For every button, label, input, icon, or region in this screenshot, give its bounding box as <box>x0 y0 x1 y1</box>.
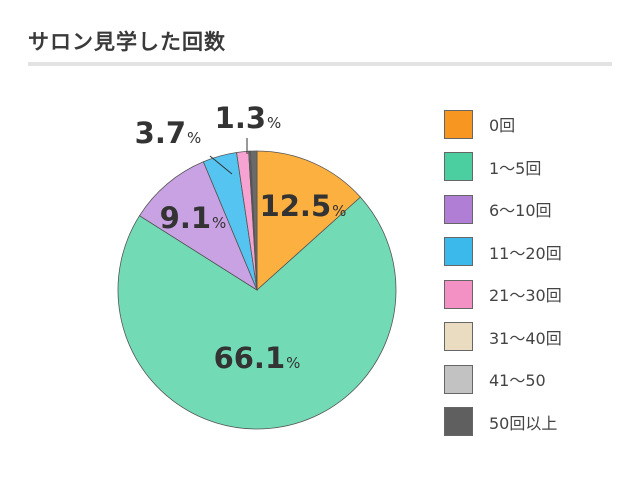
legend-swatch <box>444 194 473 224</box>
legend-label: 41〜50 <box>489 371 546 391</box>
pie-slice <box>256 150 361 291</box>
slice-data-label: 12.5% <box>260 189 347 223</box>
legend-item: 21〜30回 <box>444 273 562 316</box>
legend-item: 11〜20回 <box>444 231 562 274</box>
legend-item: 6〜10回 <box>444 188 562 231</box>
legend-swatch <box>444 237 473 267</box>
chart-legend: 0回 1〜5回 6〜10回 11〜20回 21〜30回 31〜40回 41〜50 50回以上 <box>444 103 562 443</box>
legend-item: 41〜50 <box>444 358 562 401</box>
legend-item: 0回 <box>444 103 562 146</box>
legend-swatch <box>444 279 473 309</box>
slice-data-label: 9.1% <box>160 201 227 235</box>
slice-data-label: 1.3% <box>215 101 282 135</box>
legend-item: 31〜40回 <box>444 316 562 359</box>
legend-label: 50回以上 <box>489 413 558 433</box>
chart-title: サロン見学した回数 <box>28 30 226 54</box>
legend-swatch <box>444 407 473 437</box>
legend-label: 1〜5回 <box>489 158 542 178</box>
pie-slice <box>250 150 258 291</box>
pie-slice <box>117 196 397 430</box>
legend-label: 21〜30回 <box>489 286 562 306</box>
label-leader-line <box>209 155 233 175</box>
legend-swatch <box>444 152 473 182</box>
legend-label: 0回 <box>489 116 516 136</box>
legend-item: 50回以上 <box>444 401 562 444</box>
legend-swatch <box>444 109 473 139</box>
legend-label: 6〜10回 <box>489 201 552 221</box>
legend-label: 11〜20回 <box>489 243 562 263</box>
legend-label: 31〜40回 <box>489 328 562 348</box>
pie-slice <box>138 161 258 292</box>
title-divider <box>28 62 612 66</box>
legend-item: 1〜5回 <box>444 146 562 189</box>
slice-data-label: 3.7% <box>135 116 202 150</box>
slice-data-label: 66.1% <box>214 341 301 375</box>
legend-swatch <box>444 322 473 352</box>
legend-swatch <box>444 364 473 394</box>
